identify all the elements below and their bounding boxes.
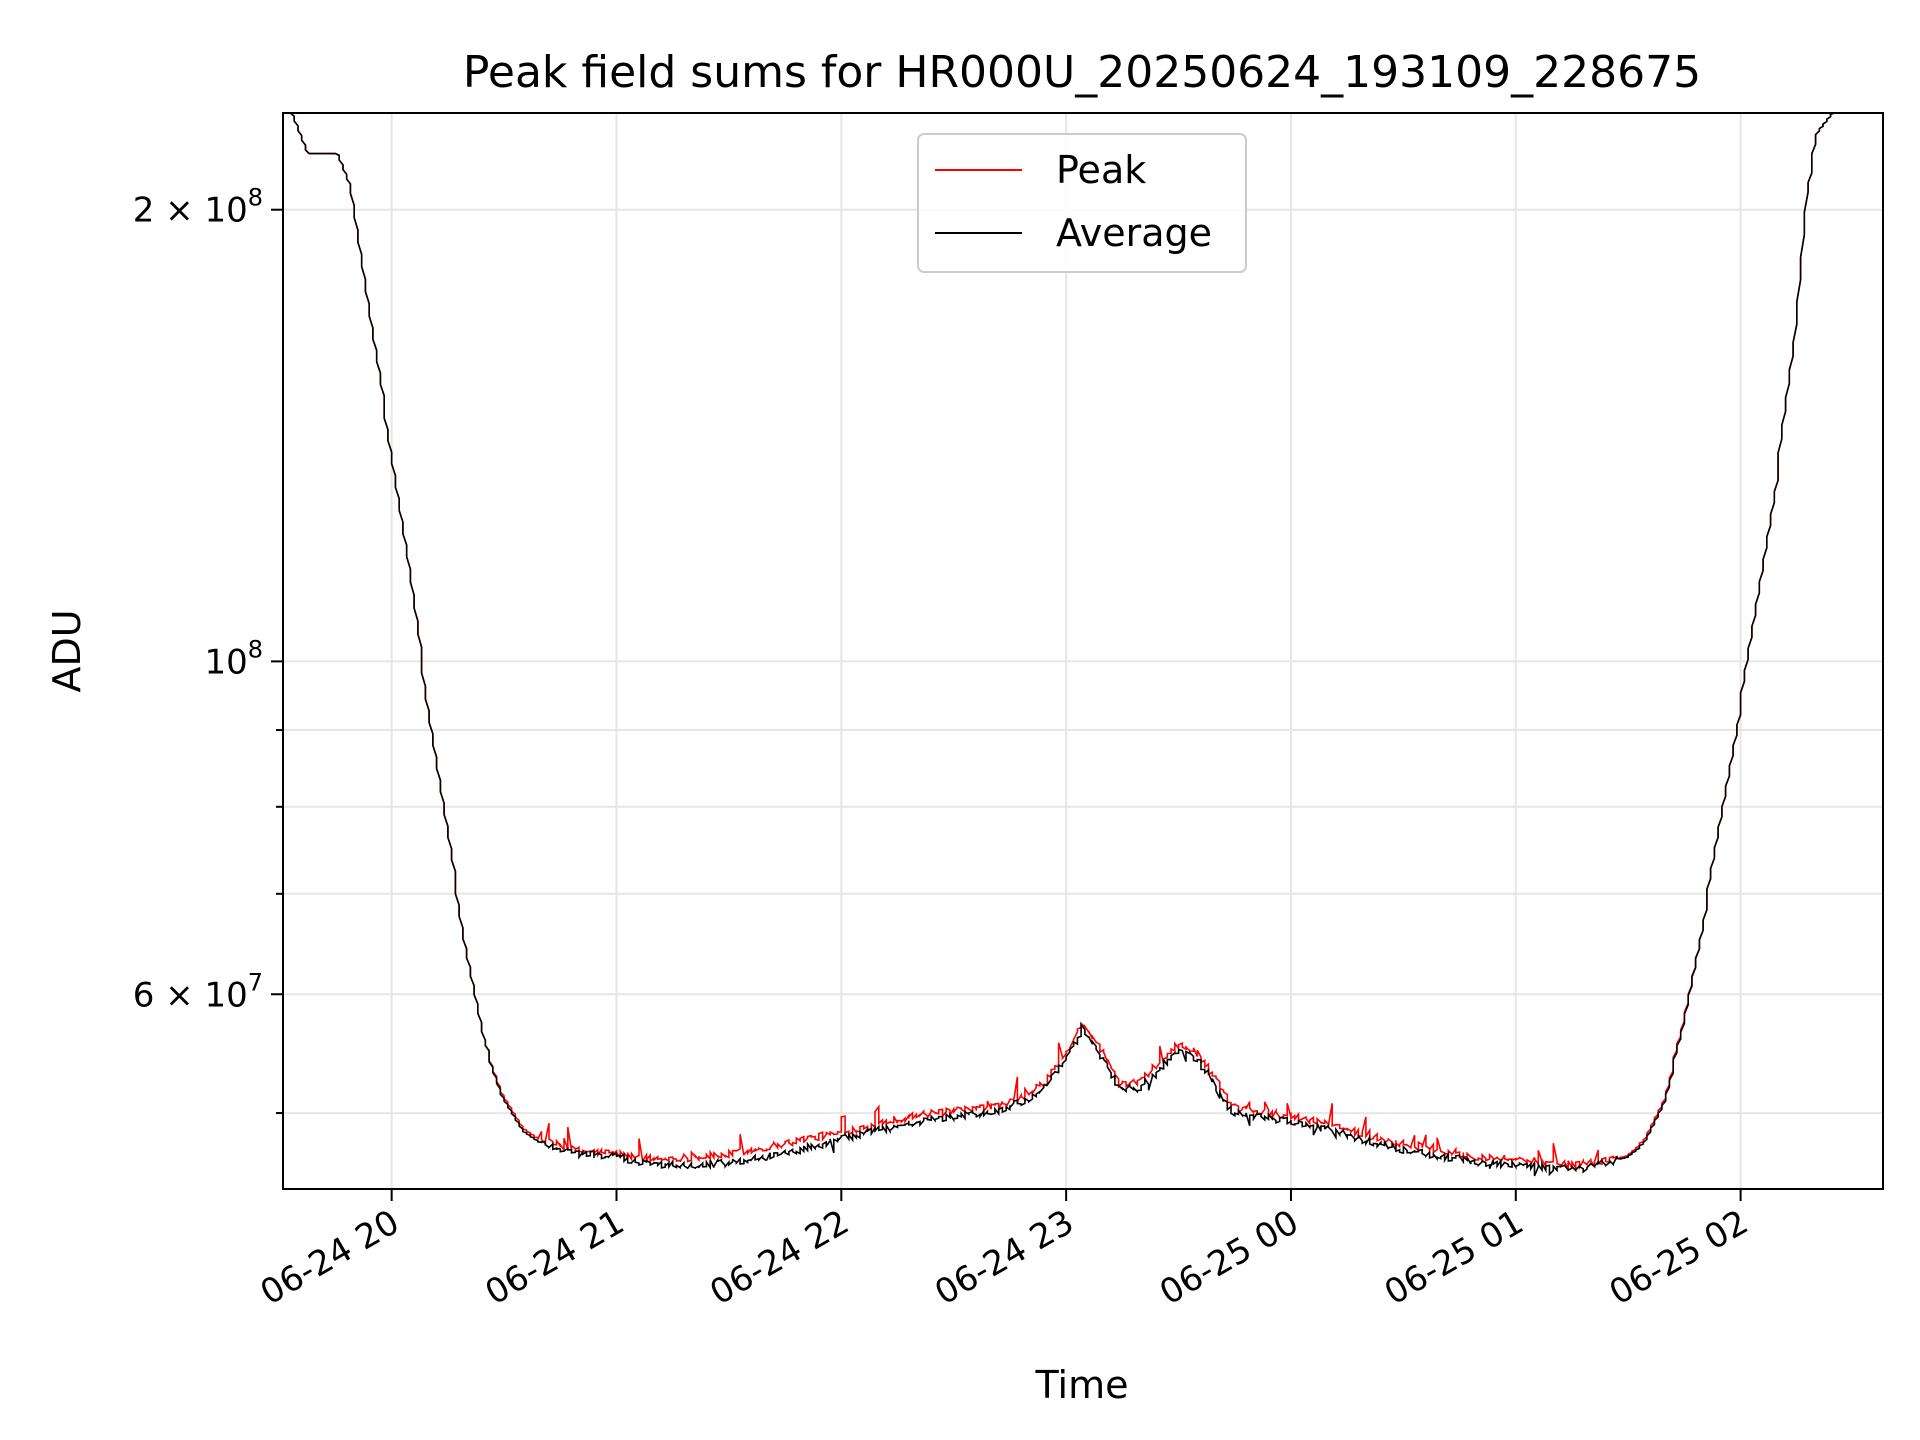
x-tick-label: 06-25 01 xyxy=(1378,1202,1530,1313)
legend: Peak Average xyxy=(917,133,1247,273)
y-tick-label: 6 × 107 xyxy=(133,968,263,1015)
x-axis: 06-24 20 06-24 21 06-24 22 06-24 23 06-25 00… xyxy=(254,1189,1755,1313)
x-tick-label: 06-24 22 xyxy=(703,1202,855,1313)
x-tick-label: 06-24 21 xyxy=(479,1202,631,1313)
x-tick-label: 06-24 20 xyxy=(254,1202,406,1313)
legend-label-peak: Peak xyxy=(1056,148,1146,192)
chart-title: Peak field sums for HR000U_20250624_1931… xyxy=(463,47,1701,98)
x-tick-label: 06-24 23 xyxy=(928,1202,1080,1313)
plot-frame xyxy=(282,112,1884,1190)
legend-label-average: Average xyxy=(1056,211,1212,255)
y-axis-label: ADU xyxy=(45,609,89,692)
x-tick-label: 06-25 00 xyxy=(1153,1202,1305,1313)
x-tick-label: 06-25 02 xyxy=(1603,1202,1755,1313)
y-tick-label: 2 × 108 xyxy=(133,184,263,231)
series-lines xyxy=(283,113,1883,1177)
legend-box xyxy=(917,133,1247,273)
series-line-average xyxy=(283,113,1883,1177)
y-tick-label: 108 xyxy=(204,635,263,682)
y-axis: 6 × 107 108 2 × 108 xyxy=(133,184,283,1115)
x-axis-label: Time xyxy=(1035,1363,1129,1407)
